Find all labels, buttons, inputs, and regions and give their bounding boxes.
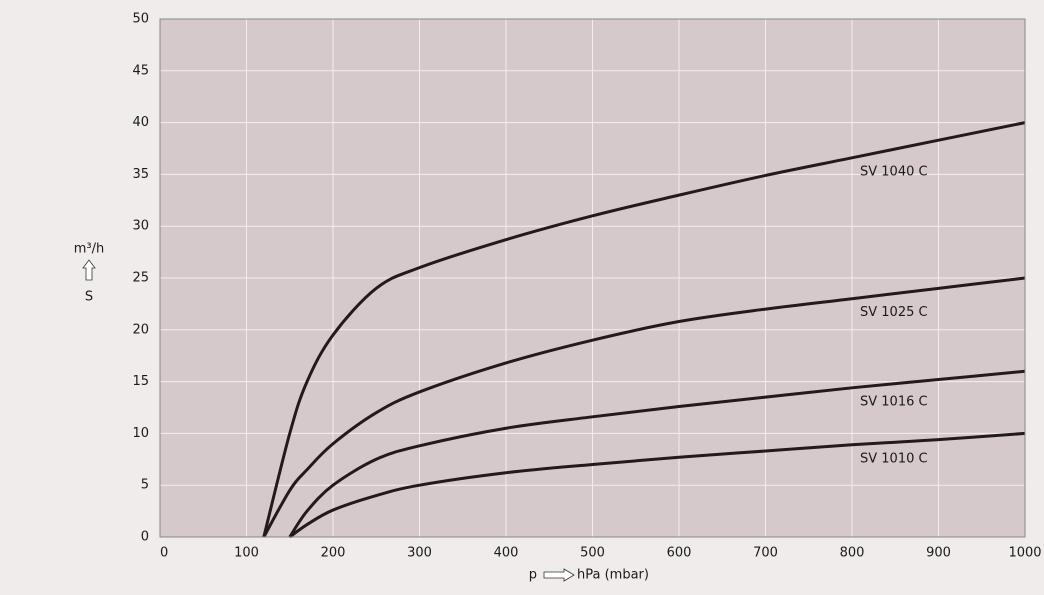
y-tick-label: 15 <box>132 374 149 389</box>
x-tick-label: 400 <box>494 546 519 561</box>
y-axis-label: m³/h <box>74 242 105 257</box>
x-tick-label: 500 <box>580 546 605 561</box>
series-line <box>288 431 1026 539</box>
series-label: SV 1010 C <box>860 451 928 466</box>
y-tick-label: 35 <box>132 167 149 182</box>
y-tick-label: 10 <box>132 426 149 441</box>
x-tick-label: 200 <box>321 546 346 561</box>
x-axis-symbol: p <box>529 568 537 583</box>
series-label: SV 1025 C <box>860 305 928 320</box>
x-tick-label: 1000 <box>1008 546 1041 561</box>
x-tick-label: 0 <box>160 546 168 561</box>
y-axis-symbol: S <box>85 290 93 305</box>
plot-border <box>159 18 1026 538</box>
series-line <box>288 369 1026 538</box>
series-line <box>262 276 1026 538</box>
x-tick-label: 800 <box>840 546 865 561</box>
lines <box>262 121 1026 539</box>
y-tick-label: 20 <box>132 322 149 337</box>
y-tick-label: 30 <box>132 219 149 234</box>
x-tick-label: 700 <box>753 546 778 561</box>
y-tick-label: 25 <box>132 271 149 286</box>
y-tick-label: 5 <box>141 478 149 493</box>
y-arrow <box>82 259 96 281</box>
y-tick-label: 45 <box>132 63 149 78</box>
y-tick-label: 0 <box>141 530 149 545</box>
x-tick-label: 900 <box>926 546 951 561</box>
x-arrow <box>543 568 575 582</box>
x-axis-label: hPa (mbar) <box>577 568 649 583</box>
series-label: SV 1040 C <box>860 164 928 179</box>
y-tick-label: 40 <box>132 115 149 130</box>
x-tick-label: 300 <box>407 546 432 561</box>
x-tick-label: 600 <box>667 546 692 561</box>
series-line <box>262 121 1026 538</box>
x-tick-label: 100 <box>234 546 259 561</box>
y-tick-label: 50 <box>132 12 149 27</box>
series-label: SV 1016 C <box>860 394 928 409</box>
